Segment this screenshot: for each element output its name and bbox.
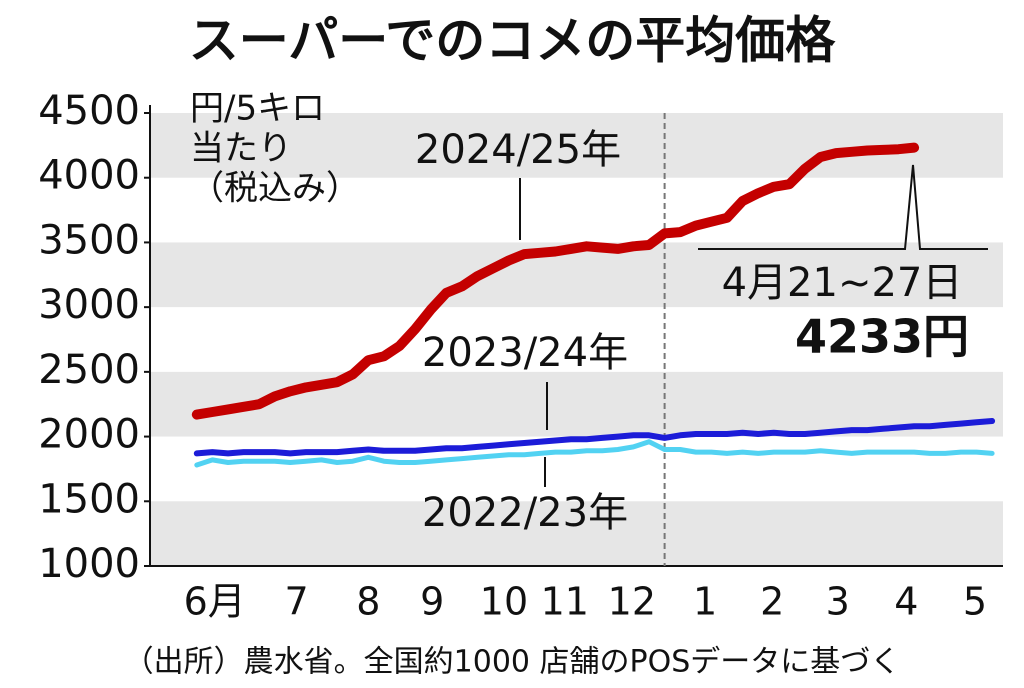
x-tick-label: 2 bbox=[760, 580, 784, 624]
x-tick-label: 11 bbox=[541, 580, 589, 624]
series-line bbox=[191, 142, 920, 420]
y-axis-label: 円/5キロ bbox=[190, 89, 325, 129]
series-label: 2024/25年 bbox=[415, 127, 621, 173]
grid-band bbox=[150, 242, 1003, 308]
series-label: 2022/23年 bbox=[422, 490, 628, 536]
y-tick-label: 3500 bbox=[38, 217, 140, 263]
grid-band bbox=[150, 371, 1003, 437]
grid-band bbox=[150, 501, 1003, 566]
x-tick-label: 8 bbox=[356, 580, 380, 624]
x-tick-label: 4 bbox=[894, 580, 918, 624]
x-tick-label: 3 bbox=[826, 580, 850, 624]
source-note: （出所）農水省。全国約1000 店舗のPOSデータに基づく bbox=[124, 645, 901, 680]
x-tick-label: 1 bbox=[693, 580, 717, 624]
x-tick-label: 10 bbox=[480, 580, 528, 624]
y-tick-label: 4000 bbox=[38, 153, 140, 199]
callout-line bbox=[698, 164, 988, 250]
y-tick-label: 2500 bbox=[38, 347, 140, 393]
series-label: 2023/24年 bbox=[422, 330, 628, 376]
x-tick-label: 9 bbox=[420, 580, 444, 624]
y-tick-label: 2000 bbox=[38, 412, 140, 458]
annotation: 4233円 bbox=[795, 310, 969, 364]
x-tick-label: 12 bbox=[608, 580, 656, 624]
chart-title: スーパーでのコメの平均価格 bbox=[189, 12, 836, 70]
x-tick-label: 6月 bbox=[184, 580, 246, 624]
x-tick-label: 7 bbox=[284, 580, 308, 624]
y-tick-label: 3000 bbox=[38, 282, 140, 328]
y-tick-label: 1500 bbox=[38, 476, 140, 522]
y-axis-label: （税込み） bbox=[190, 169, 360, 209]
y-axis-label: 当たり bbox=[190, 129, 292, 169]
x-tick-label: 5 bbox=[963, 580, 987, 624]
y-tick-label: 4500 bbox=[38, 88, 140, 134]
series-line bbox=[193, 418, 996, 457]
grid-band bbox=[150, 113, 1003, 178]
annotation: 4月21~27日 bbox=[722, 260, 963, 306]
y-tick-label: 1000 bbox=[38, 541, 140, 587]
series-line bbox=[194, 439, 995, 468]
